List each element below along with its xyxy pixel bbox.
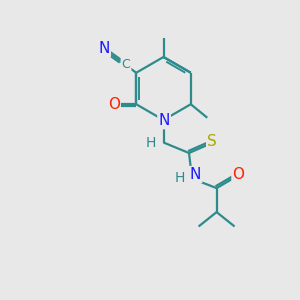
- Text: N: N: [190, 167, 201, 182]
- Text: S: S: [207, 134, 217, 149]
- Text: C: C: [122, 58, 130, 71]
- Text: H: H: [174, 171, 184, 185]
- Text: O: O: [232, 167, 244, 182]
- Text: N: N: [158, 113, 170, 128]
- Text: N: N: [98, 41, 110, 56]
- Text: H: H: [146, 136, 156, 150]
- Text: O: O: [108, 97, 120, 112]
